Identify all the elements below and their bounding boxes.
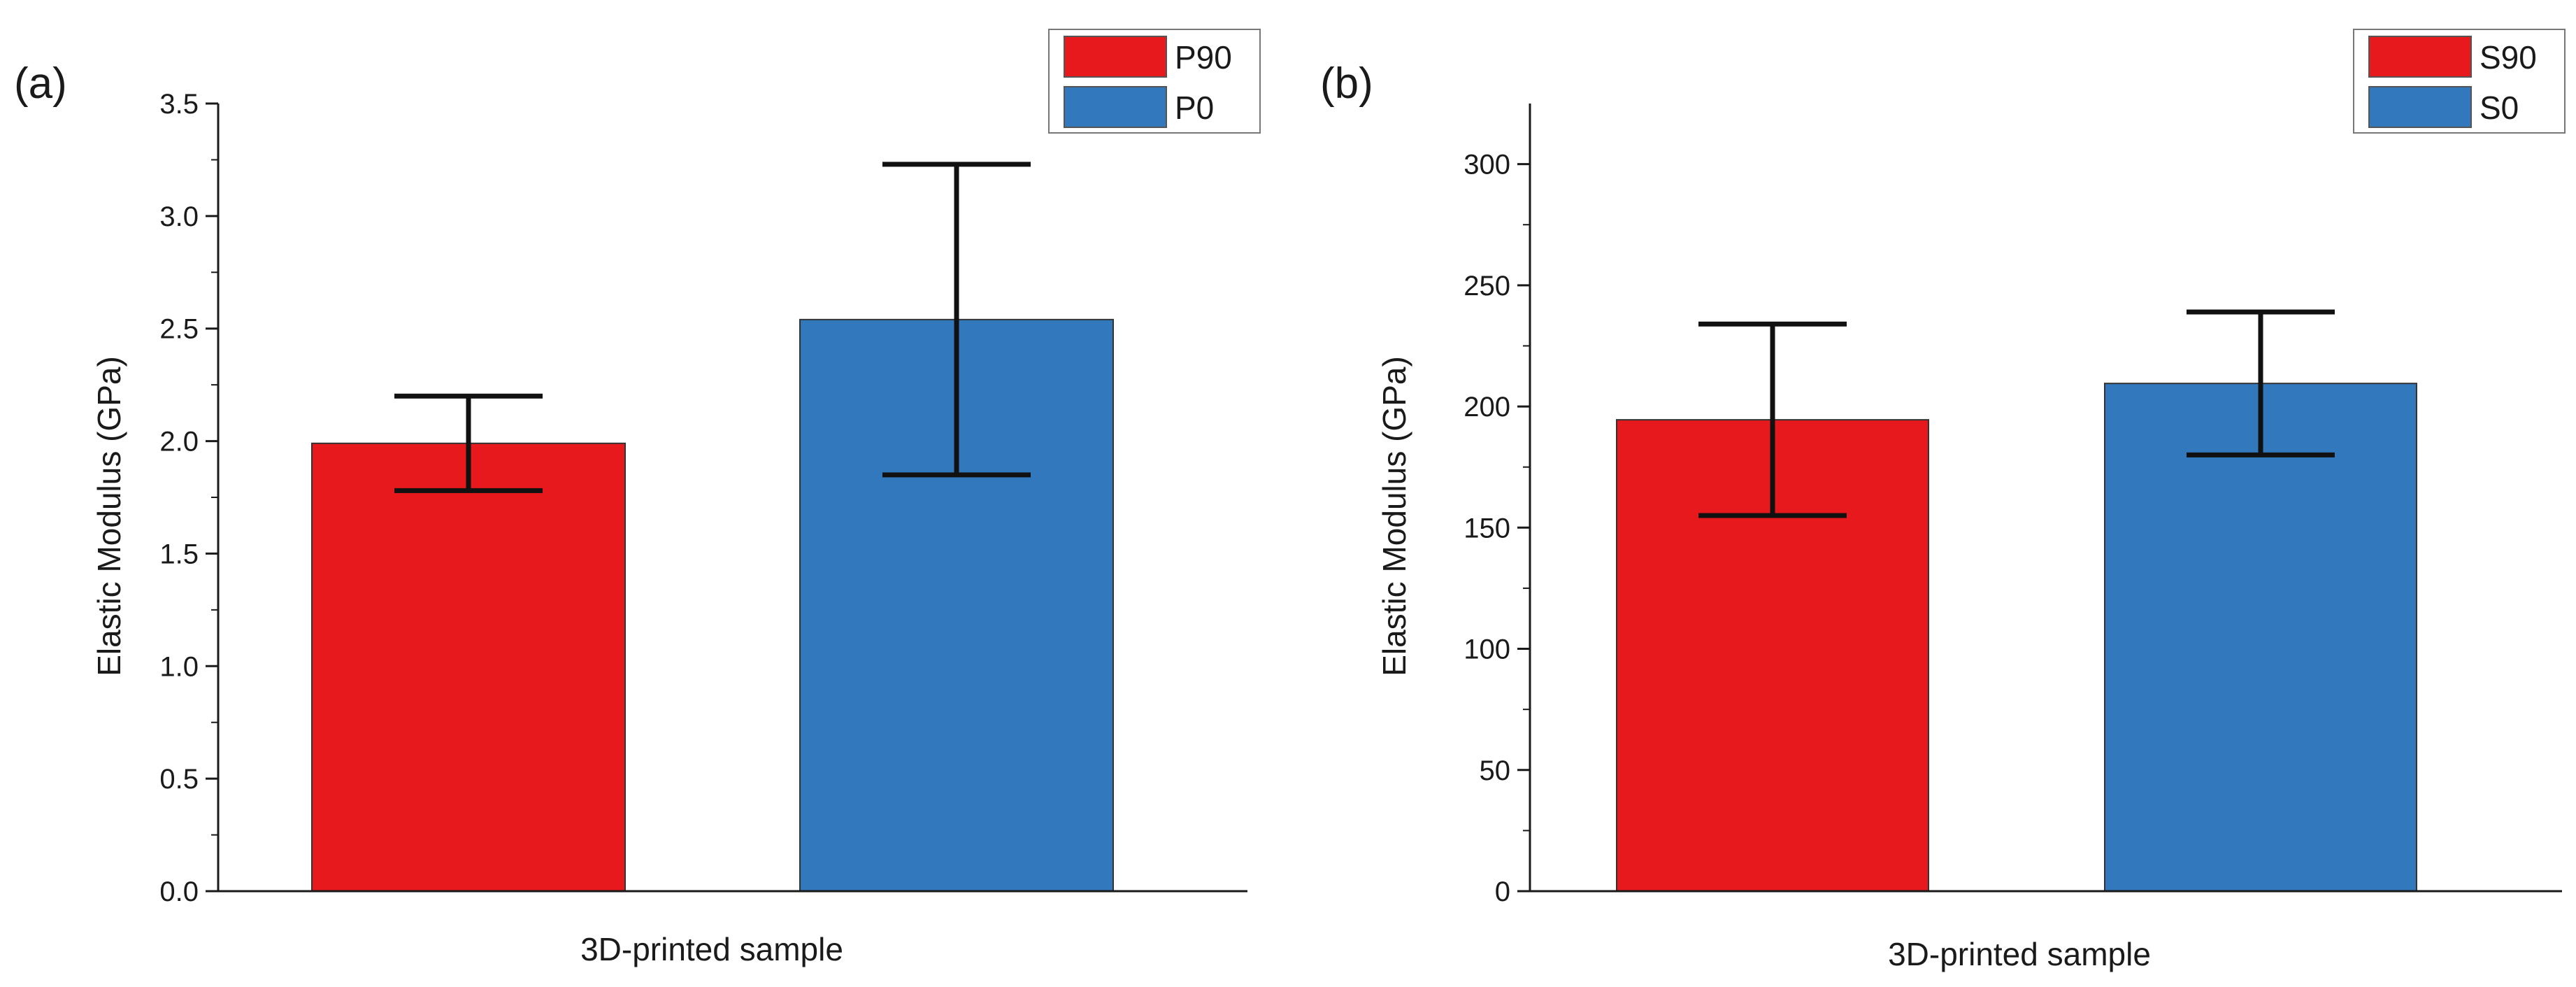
chart-panel-a: (a) 3D-printed sample Elastic Modulus (G… bbox=[14, 29, 1261, 967]
y-tick-label-a: 1.5 bbox=[159, 539, 199, 569]
y-tick-label-a: 0.5 bbox=[159, 764, 199, 795]
panel-label-b: (b) bbox=[1320, 59, 1373, 108]
y-axis-title-b: Elastic Modulus (GPa) bbox=[1376, 356, 1412, 676]
y-tick-label-a: 3.5 bbox=[159, 89, 199, 120]
x-axis-title-b: 3D-printed sample bbox=[1888, 936, 2151, 972]
y-tick-label-b: 150 bbox=[1464, 513, 1510, 544]
legend-swatch-p0 bbox=[1064, 86, 1167, 128]
y-tick-label-b: 100 bbox=[1464, 634, 1510, 665]
legend-label-s0: S0 bbox=[2480, 90, 2519, 126]
y-tick-label-a: 2.0 bbox=[159, 427, 199, 457]
y-tick-label-a: 1.0 bbox=[159, 651, 199, 682]
y-tick-label-b: 200 bbox=[1464, 392, 1510, 423]
panel-label-a: (a) bbox=[14, 59, 67, 108]
legend-swatch-s0 bbox=[2368, 86, 2472, 128]
legend-label-s90: S90 bbox=[2480, 39, 2537, 76]
legend-label-p90: P90 bbox=[1175, 39, 1232, 76]
y-tick-label-a: 3.0 bbox=[159, 201, 199, 232]
y-tick-label-b: 50 bbox=[1480, 755, 1511, 786]
bar-s0 bbox=[2104, 383, 2417, 892]
x-axis-title-a: 3D-printed sample bbox=[580, 931, 843, 967]
legend-a: P90 P0 bbox=[1048, 29, 1261, 134]
legend-swatch-p90 bbox=[1064, 36, 1167, 78]
y-tick-label-b: 250 bbox=[1464, 271, 1510, 301]
y-tick-label-b: 300 bbox=[1464, 150, 1510, 180]
legend-swatch-s90 bbox=[2368, 36, 2472, 78]
legend-label-p0: P0 bbox=[1175, 90, 1214, 126]
y-axis-title-a: Elastic Modulus (GPa) bbox=[91, 356, 127, 676]
bar-p90 bbox=[311, 442, 626, 892]
y-tick-label-a: 0.0 bbox=[159, 876, 199, 907]
legend-b: S90 S0 bbox=[2353, 29, 2566, 134]
y-tick-label-b: 0 bbox=[1495, 876, 1510, 907]
y-tick-label-a: 2.5 bbox=[159, 314, 199, 345]
chart-panel-b: (b) 3D-printed sample Elastic Modulus (G… bbox=[1320, 29, 2566, 972]
